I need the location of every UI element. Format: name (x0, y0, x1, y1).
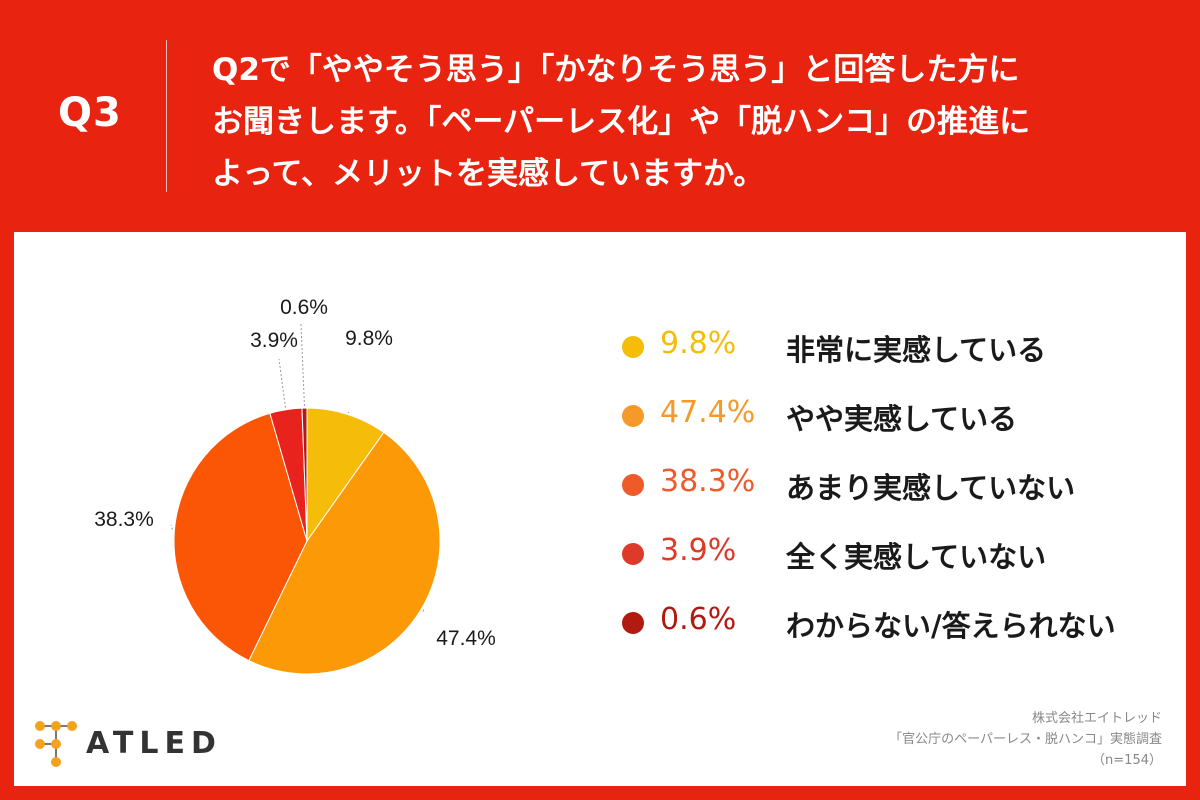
legend-percent: 38.3% (660, 464, 756, 499)
data-label: 3.9% (250, 329, 298, 352)
question-number: Q3 (58, 90, 122, 136)
credit-company: 株式会社エイトレッド (1031, 711, 1162, 726)
leader-line (170, 524, 173, 530)
legend-label: やや実感している (786, 402, 1018, 436)
leader-line (300, 323, 305, 407)
pie-slice (301, 407, 308, 542)
legend-label: 全く実感していない (786, 540, 1047, 574)
legend-swatch (622, 612, 644, 634)
data-label: 47.4% (436, 627, 496, 650)
logo-text: ATLED (86, 726, 222, 761)
legend-swatch (622, 405, 644, 427)
legend-percent: 47.4% (660, 395, 756, 430)
leader-line (422, 609, 425, 613)
legend: 9.8% 非常に実感している 47.4% やや実感している 38.3% あまり実… (614, 318, 1174, 663)
legend-item: 38.3% あまり実感していない (614, 456, 1174, 525)
pie-slice (173, 412, 308, 662)
chart-panel: 9.8% 47.4% 38.3% 3.9% 0.6% 9.8% 非常に実感している 47… (14, 232, 1186, 786)
question-text: Q2で「ややそう思う」「かなりそう思う」と回答した方に お聞きします。「ペーパー… (212, 44, 1172, 200)
legend-swatch (622, 474, 644, 496)
legend-label: わからない/答えられない (786, 609, 1116, 643)
header-divider (166, 40, 167, 192)
header: Q3 Q2で「ややそう思う」「かなりそう思う」と回答した方に お聞きします。「ペ… (0, 0, 1200, 232)
legend-label: あまり実感していない (786, 471, 1076, 505)
logo-icon (35, 721, 77, 767)
credit-survey: 「官公庁のペーパーレス・脱ハンコ」実態調査 (889, 732, 1162, 747)
pie-slice (306, 407, 385, 543)
legend-percent: 0.6% (660, 602, 737, 637)
legend-item: 9.8% 非常に実感している (614, 318, 1174, 387)
legend-percent: 3.9% (660, 533, 737, 568)
data-label: 0.6% (280, 296, 328, 319)
credit-sample: （n=154） (1092, 753, 1162, 768)
pie-chart: 9.8% 47.4% 38.3% 3.9% 0.6% (94, 296, 496, 675)
legend-swatch (622, 336, 644, 358)
pie-slice (248, 431, 441, 675)
question-line-2: お聞きします。「ペーパーレス化」や「脱ハンコ」の推進に (212, 104, 1031, 140)
legend-swatch (622, 543, 644, 565)
source-credit: 株式会社エイトレッド 「官公庁のペーパーレス・脱ハンコ」実態調査 （n=154） (889, 708, 1162, 771)
data-label: 38.3% (94, 508, 154, 531)
legend-item: 47.4% やや実感している (614, 387, 1174, 456)
legend-item: 3.9% 全く実感していない (614, 525, 1174, 594)
leader-line (278, 358, 286, 408)
data-label: 9.8% (345, 327, 393, 350)
legend-label: 非常に実感している (786, 333, 1047, 367)
legend-percent: 9.8% (660, 326, 737, 361)
question-line-1: Q2で「ややそう思う」「かなりそう思う」と回答した方に (212, 52, 1020, 88)
leader-line (347, 411, 350, 414)
question-line-3: よって、メリットを実感していますか。 (212, 156, 765, 192)
legend-item: 0.6% わからない/答えられない (614, 594, 1174, 663)
atled-logo: ATLED (30, 714, 230, 774)
